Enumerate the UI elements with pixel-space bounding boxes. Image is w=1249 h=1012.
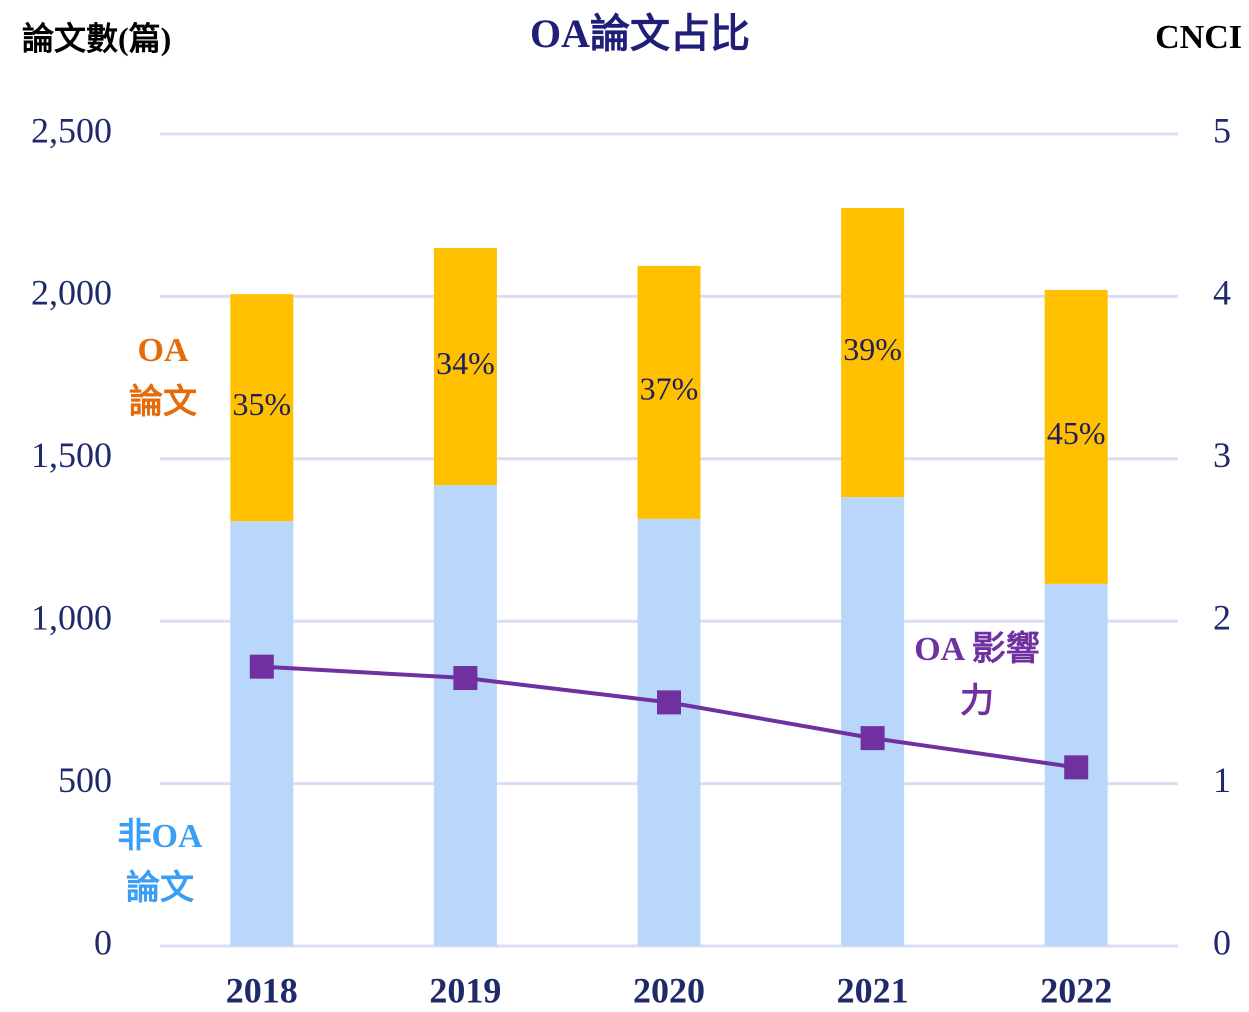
x-tick-label: 2021 [837, 970, 909, 1010]
y2-tick-label: 2 [1213, 597, 1231, 637]
y2-tick-label: 3 [1213, 435, 1231, 475]
y-tick-label: 1,000 [31, 597, 112, 637]
x-tick-label: 2019 [429, 970, 501, 1010]
bar-segment [637, 518, 701, 946]
data-label: 45% [1047, 415, 1106, 451]
legend-label: 非OA 論文 [117, 818, 203, 907]
bar-segment [1044, 289, 1108, 584]
bar-segment [230, 521, 294, 946]
y-axis-label: 論文數(篇) [22, 20, 171, 56]
data-label: 35% [232, 386, 291, 422]
y-tick-label: 0 [94, 922, 112, 962]
line-marker [249, 654, 274, 679]
bar-segment [841, 497, 905, 946]
bar-segment [841, 208, 905, 498]
x-tick-label: 2020 [633, 970, 705, 1010]
line-marker [860, 726, 885, 751]
y2-tick-label: 5 [1213, 110, 1231, 150]
data-label: 39% [843, 331, 902, 367]
line-marker [453, 666, 478, 691]
line-marker [657, 690, 681, 715]
data-label: 37% [640, 371, 699, 407]
bar-segment [230, 294, 294, 522]
y-tick-label: 500 [58, 760, 112, 800]
chart-title: OA論文占比 [530, 11, 750, 56]
x-tick-label: 2022 [1040, 970, 1112, 1010]
y-tick-label: 2,000 [31, 273, 112, 313]
y2-axis-label: CNCI [1155, 19, 1242, 56]
bar-segment [433, 248, 497, 486]
data-label: 34% [436, 345, 495, 381]
y-tick-label: 2,500 [31, 110, 112, 150]
legend-label: OA 影響力 [914, 631, 1040, 720]
x-tick-label: 2018 [226, 970, 298, 1010]
y-tick-label: 1,500 [31, 435, 112, 475]
bar-segment [433, 485, 497, 946]
bar-segment [637, 265, 701, 519]
y2-tick-label: 4 [1213, 273, 1231, 313]
y2-tick-label: 0 [1213, 922, 1231, 962]
legend-label: OA 論文 [129, 332, 197, 421]
y2-tick-label: 1 [1213, 760, 1231, 800]
line-marker [1064, 755, 1089, 780]
